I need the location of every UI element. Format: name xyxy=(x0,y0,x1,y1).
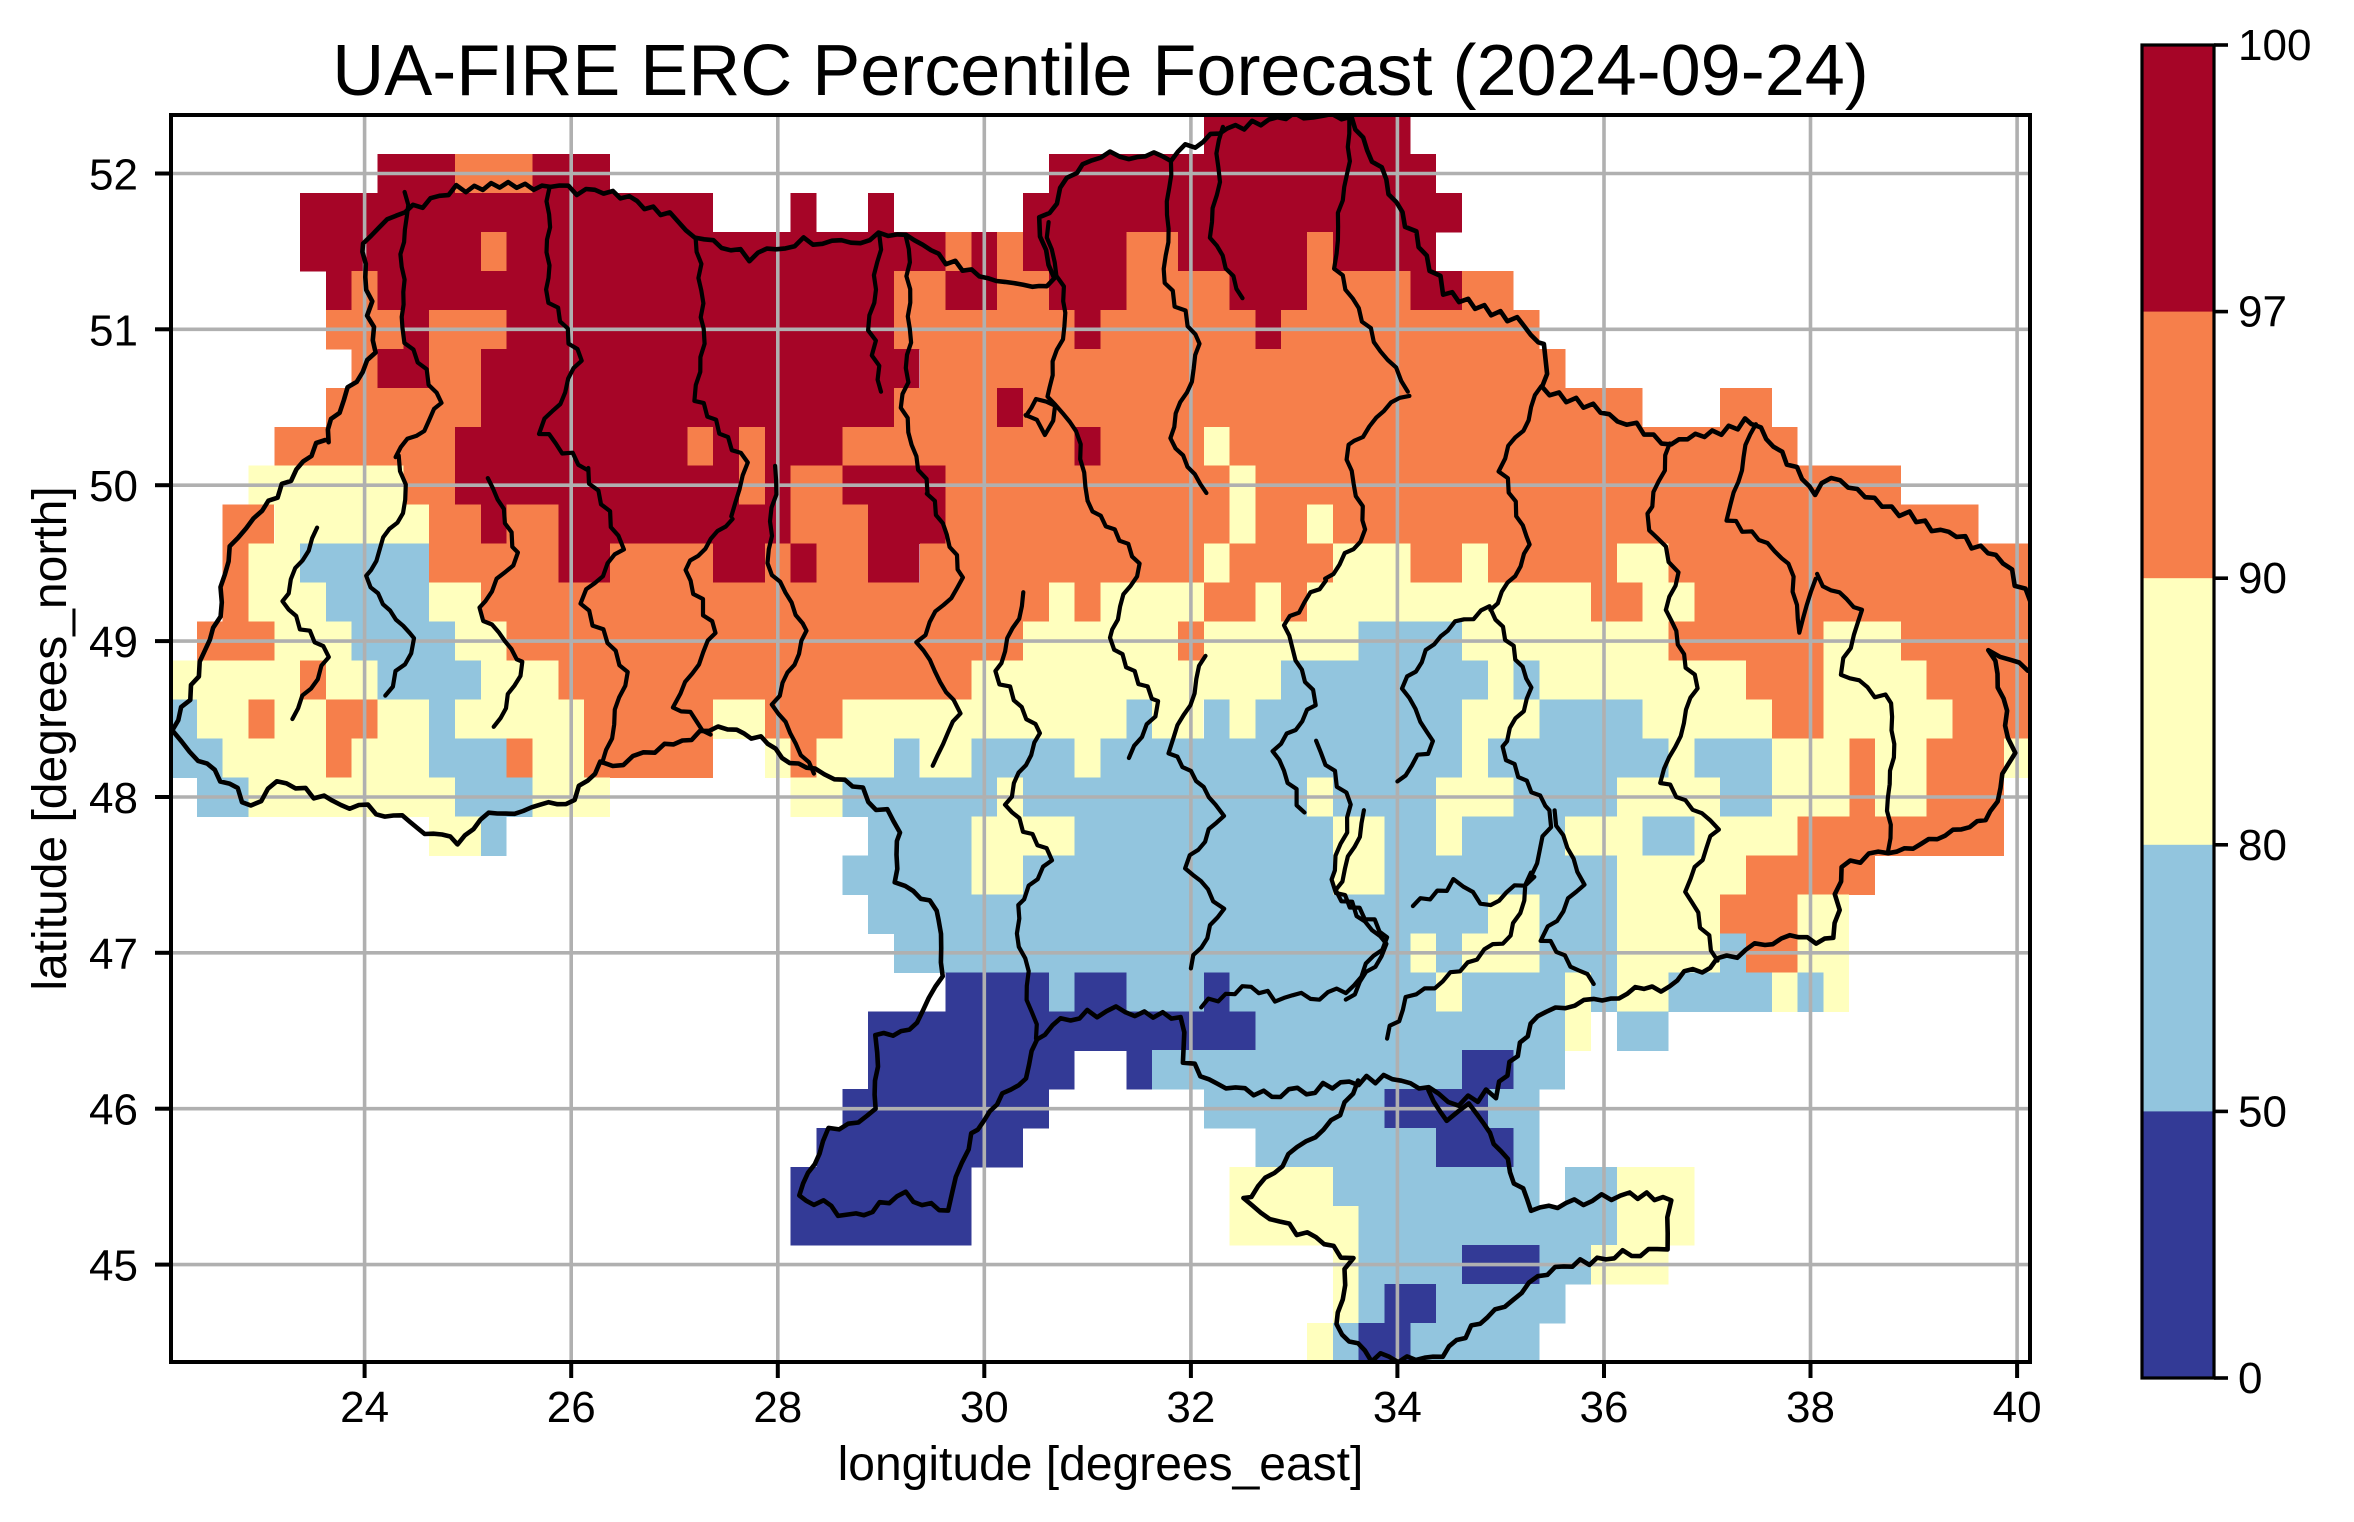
svg-text:32: 32 xyxy=(1166,1383,1215,1432)
svg-text:97: 97 xyxy=(2238,288,2287,337)
svg-text:28: 28 xyxy=(753,1383,802,1432)
svg-text:50: 50 xyxy=(89,462,138,511)
svg-text:52: 52 xyxy=(89,151,138,200)
svg-text:100: 100 xyxy=(2238,21,2311,70)
svg-text:49: 49 xyxy=(89,618,138,667)
svg-text:24: 24 xyxy=(340,1383,389,1432)
svg-text:48: 48 xyxy=(89,774,138,823)
svg-text:34: 34 xyxy=(1373,1383,1422,1432)
svg-text:30: 30 xyxy=(960,1383,1009,1432)
svg-text:47: 47 xyxy=(89,930,138,979)
svg-text:50: 50 xyxy=(2238,1087,2287,1136)
svg-text:latitude [degrees_north]: latitude [degrees_north] xyxy=(24,486,77,990)
svg-text:45: 45 xyxy=(89,1242,138,1291)
svg-text:longitude [degrees_east]: longitude [degrees_east] xyxy=(838,1438,1364,1491)
svg-text:0: 0 xyxy=(2238,1354,2262,1403)
svg-text:46: 46 xyxy=(89,1086,138,1135)
svg-text:26: 26 xyxy=(547,1383,596,1432)
svg-text:40: 40 xyxy=(1993,1383,2042,1432)
svg-text:38: 38 xyxy=(1786,1383,1835,1432)
svg-text:UA-FIRE ERC Percentile Forecas: UA-FIRE ERC Percentile Forecast (2024-09… xyxy=(332,31,1869,111)
svg-text:36: 36 xyxy=(1580,1383,1629,1432)
svg-text:51: 51 xyxy=(89,306,138,355)
svg-text:80: 80 xyxy=(2238,821,2287,870)
svg-text:90: 90 xyxy=(2238,554,2287,603)
